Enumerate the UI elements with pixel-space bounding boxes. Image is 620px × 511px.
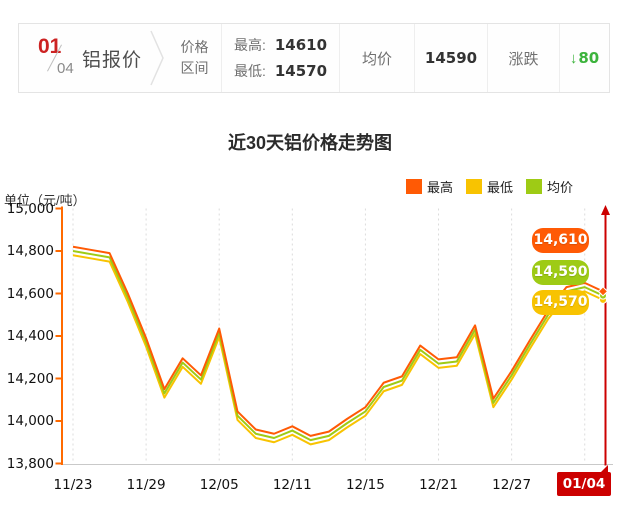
chart-title: 近30天铝价格走势图 xyxy=(227,133,393,153)
unit-label: 单位（元/吨） xyxy=(4,193,86,208)
price-range-label: 价格 区间 xyxy=(168,24,221,92)
legend-item-high: 最高 xyxy=(406,177,453,196)
series-line-最高 xyxy=(72,245,604,437)
avg-value-cell: 14590 xyxy=(414,24,487,92)
legend-label-high: 最高 xyxy=(427,180,454,195)
header-bar: 01 04 铝报价 价格 区间 最高: 14610 最低: 14570 均价 1… xyxy=(18,23,610,93)
x-axis-label: 12/05 xyxy=(199,477,239,493)
legend-item-low: 最低 xyxy=(466,177,513,196)
y-axis-label: 13,800 xyxy=(6,455,54,472)
y-axis-label: 14,400 xyxy=(6,328,54,344)
avg-label-cell: 均价 xyxy=(339,24,414,92)
chevron-right-icon xyxy=(150,30,164,86)
date-month: 01 xyxy=(38,35,62,58)
x-axis-label: 12/11 xyxy=(272,477,312,493)
down-arrow-icon: ↓ xyxy=(569,49,578,67)
end-badge-low: 14,570 xyxy=(532,290,589,315)
current-date-badge: 01/04 xyxy=(557,465,611,496)
current-date-label: 01/04 xyxy=(562,476,606,492)
legend-label-low: 最低 xyxy=(487,180,514,195)
change-value: 80 xyxy=(578,49,600,67)
x-axis-label: 11/23 xyxy=(53,477,93,493)
price-range-label-line2: 区间 xyxy=(180,60,209,76)
y-axis-label: 14,200 xyxy=(6,370,54,387)
legend-label-avg: 均价 xyxy=(547,180,574,195)
date-badge: 01 04 xyxy=(29,24,82,92)
end-marker-high xyxy=(597,286,609,297)
change-value-cell: ↓ 80 xyxy=(559,24,609,92)
low-label: 最低: xyxy=(233,63,266,79)
current-date-line-arrow xyxy=(601,205,610,215)
x-axis-label: 12/21 xyxy=(419,477,458,493)
x-axis-label: 11/29 xyxy=(126,477,166,493)
y-axis-label: 14,000 xyxy=(6,413,54,429)
legend-swatch-low xyxy=(466,179,483,194)
legend: 最高 最低 均价 xyxy=(406,177,573,196)
series-line-均价 xyxy=(72,250,604,442)
x-axis-label: 12/27 xyxy=(492,477,532,493)
price-range-label-line1: 价格 xyxy=(180,39,209,55)
current-date-notch xyxy=(600,465,608,473)
product-name[interactable]: 铝报价 xyxy=(82,49,143,71)
date-day: 04 xyxy=(57,60,74,77)
change-label: 涨跌 xyxy=(508,50,539,68)
y-axis-label: 14,600 xyxy=(6,285,54,302)
x-axis-label: 12/15 xyxy=(345,477,385,493)
legend-swatch-high xyxy=(406,179,422,194)
high-low-cell: 最高: 14610 最低: 14570 xyxy=(221,24,339,92)
avg-value: 14590 xyxy=(424,49,478,67)
avg-label: 均价 xyxy=(361,50,392,68)
end-badge-high: 14,610 xyxy=(532,228,589,253)
end-badge-avg: 14,590 xyxy=(532,260,589,285)
low-value: 14570 xyxy=(274,62,328,80)
high-label: 最高: xyxy=(233,37,266,53)
y-axis-label: 14,800 xyxy=(6,243,54,259)
legend-swatch-avg xyxy=(526,179,543,194)
y-axis-label: 15,000 xyxy=(6,200,54,217)
series-line-最低 xyxy=(72,254,604,446)
high-value: 14610 xyxy=(274,36,328,54)
high-row: 最高: 14610 xyxy=(234,35,327,55)
low-row: 最低: 14570 xyxy=(234,61,327,81)
legend-item-avg: 均价 xyxy=(526,177,573,196)
change-label-cell: 涨跌 xyxy=(487,24,559,92)
